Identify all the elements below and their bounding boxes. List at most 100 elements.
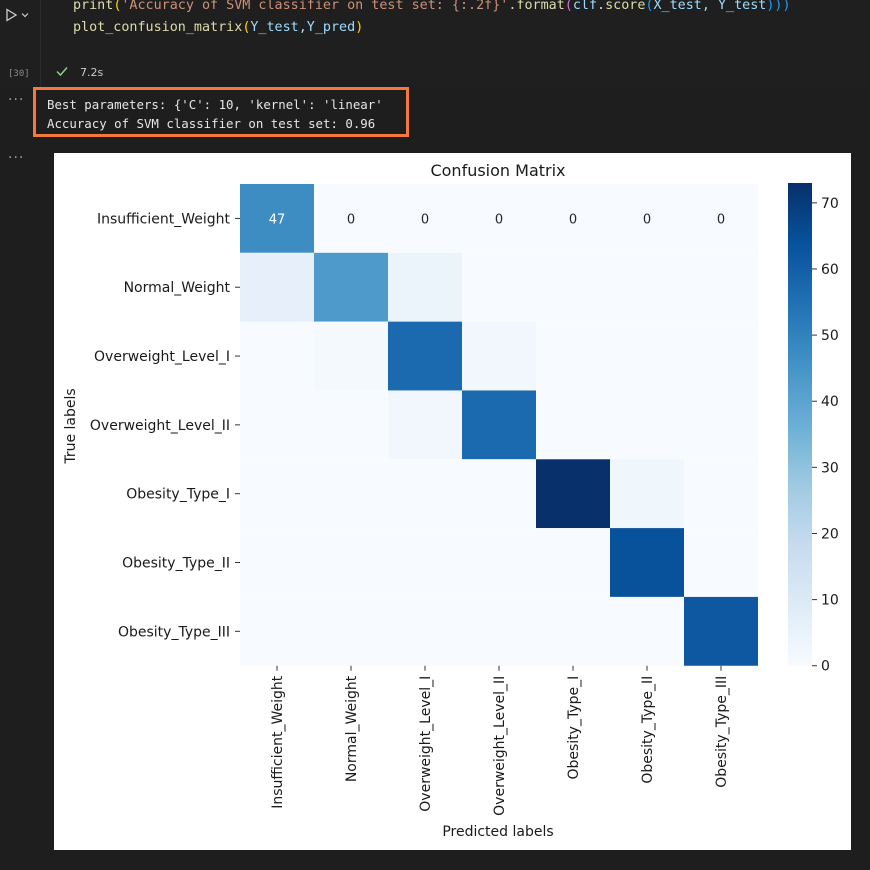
code-token: ( xyxy=(113,0,122,13)
play-icon xyxy=(6,8,18,22)
heatmap-cell xyxy=(314,321,388,391)
execution-time: 7.2s xyxy=(80,66,104,79)
x-axis-label: Predicted labels xyxy=(442,824,553,840)
heatmap-cell xyxy=(240,390,314,460)
heatmap-cell xyxy=(610,596,684,666)
heatmap-cell xyxy=(462,459,536,529)
chart-title: Confusion Matrix xyxy=(430,161,565,180)
colorbar-tick-label: 20 xyxy=(821,526,839,542)
heatmap-cell xyxy=(462,252,536,322)
heatmap-cell xyxy=(684,252,758,322)
code-token: 'Accuracy of SVM classifier on test set:… xyxy=(121,0,509,13)
cell-value-label: 0 xyxy=(347,212,355,227)
cell-value-label: 0 xyxy=(495,212,503,227)
heatmap-cell xyxy=(388,321,462,391)
heatmap-cell xyxy=(462,321,536,391)
y-tick-label: Obesity_Type_I xyxy=(126,487,230,503)
heatmap-cell xyxy=(462,596,536,666)
output-menu-icon[interactable]: ··· xyxy=(8,150,25,166)
output-line-accuracy: Accuracy of SVM classifier on test set: … xyxy=(47,116,376,131)
heatmap-cell xyxy=(536,184,610,253)
heatmap-cell xyxy=(314,390,388,460)
y-tick-label: Normal_Weight xyxy=(124,280,231,296)
heatmap-cell xyxy=(240,459,314,529)
heatmap-cell xyxy=(610,321,684,391)
code-token: clf xyxy=(572,0,598,13)
heatmap-cell xyxy=(314,459,388,529)
cell-value-label: 0 xyxy=(421,212,429,227)
heatmap-cell xyxy=(610,390,684,460)
output-menu-icon[interactable]: ··· xyxy=(8,92,25,108)
heatmap-cell xyxy=(462,184,536,253)
x-tick-label: Overweight_Level_II xyxy=(492,676,508,816)
colorbar-tick-label: 70 xyxy=(821,196,839,212)
x-tick-label: Insufficient_Weight xyxy=(270,675,286,809)
code-editor[interactable]: print('Accuracy of SVM classifier on tes… xyxy=(40,0,870,88)
heatmap-cell xyxy=(462,528,536,597)
heatmap-cell xyxy=(314,528,388,597)
y-tick-labels: Insufficient_Weight Normal_Weight Overweig… xyxy=(90,211,240,640)
heatmap-cell xyxy=(388,596,462,666)
chevron-down-icon[interactable] xyxy=(20,10,30,20)
colorbar-tick-label: 40 xyxy=(821,394,839,410)
heatmap-cell xyxy=(536,596,610,666)
code-token: plot_confusion_matrix xyxy=(73,20,243,35)
code-token: X_test, Y_test xyxy=(653,0,767,13)
code-token: .format xyxy=(508,0,565,13)
colorbar-tick-label: 10 xyxy=(821,593,839,609)
heatmap-cell xyxy=(388,252,462,322)
x-tick-label: Normal_Weight xyxy=(344,675,360,782)
colorbar-tick-label: 50 xyxy=(821,328,839,344)
heatmap-cell xyxy=(684,596,758,666)
heatmap-cell xyxy=(240,252,314,322)
code-token: print xyxy=(73,0,114,13)
heatmap-cell xyxy=(388,390,462,460)
heatmap-cell xyxy=(684,390,758,460)
heatmap-cell xyxy=(536,321,610,391)
heatmap-cell xyxy=(240,321,314,391)
code-cell[interactable]: print('Accuracy of SVM classifier on tes… xyxy=(0,0,870,88)
code-line-1[interactable]: print('Accuracy of SVM classifier on tes… xyxy=(73,0,791,13)
cell-annotations: 47 0 0 0 0 0 0 xyxy=(269,212,725,227)
heatmap-cell xyxy=(536,390,610,460)
code-line-2[interactable]: plot_confusion_matrix(Y_test,Y_pred) xyxy=(73,20,363,35)
heatmap-cell xyxy=(314,596,388,666)
code-token: ))) xyxy=(766,0,791,13)
colorbar-tick-label: 60 xyxy=(821,262,839,278)
colorbar-gradient xyxy=(788,183,812,666)
colorbar: 0 10 20 30 40 50 60 70 xyxy=(788,183,839,675)
heatmap-cell xyxy=(684,184,758,253)
heatmap-cell xyxy=(610,184,684,253)
heatmap-cell xyxy=(610,528,684,597)
heatmap-cell xyxy=(684,459,758,529)
heatmap-cell xyxy=(684,528,758,597)
heatmap-cell xyxy=(684,321,758,391)
code-token: ( xyxy=(645,0,654,13)
heatmap-cells xyxy=(240,184,758,666)
heatmap-cell xyxy=(240,528,314,597)
cell-value-label: 0 xyxy=(569,212,577,227)
code-token: Y_test,Y_pred xyxy=(250,20,356,35)
cell-value-label: 0 xyxy=(643,212,651,227)
execution-count: [30] xyxy=(8,69,30,79)
heatmap-cell xyxy=(388,528,462,597)
code-token: .score xyxy=(597,0,646,13)
code-token: ( xyxy=(242,20,251,35)
run-cell-button[interactable] xyxy=(4,5,36,25)
x-tick-labels: Insufficient_Weight Normal_Weight Overweig… xyxy=(270,665,730,816)
y-tick-label: Obesity_Type_III xyxy=(118,624,230,640)
heatmap-cell xyxy=(536,528,610,597)
heatmap-cell xyxy=(536,252,610,322)
heatmap-cell xyxy=(314,252,388,322)
x-tick-label: Obesity_Type_III xyxy=(714,676,730,788)
cell-value-label: 0 xyxy=(717,212,725,227)
x-tick-label: Overweight_Level_I xyxy=(418,676,434,812)
heatmap-cell xyxy=(610,459,684,529)
confusion-matrix-figure: Confusion Matrix 47 0 0 0 0 0 0 Insufficient_W… xyxy=(54,153,851,850)
heatmap-cell xyxy=(462,390,536,460)
bottom-strip xyxy=(0,860,870,870)
x-tick-label: Obesity_Type_I xyxy=(566,676,582,780)
code-token: ( xyxy=(564,0,573,13)
code-token: ) xyxy=(355,20,364,35)
y-tick-label: Overweight_Level_II xyxy=(90,418,230,434)
